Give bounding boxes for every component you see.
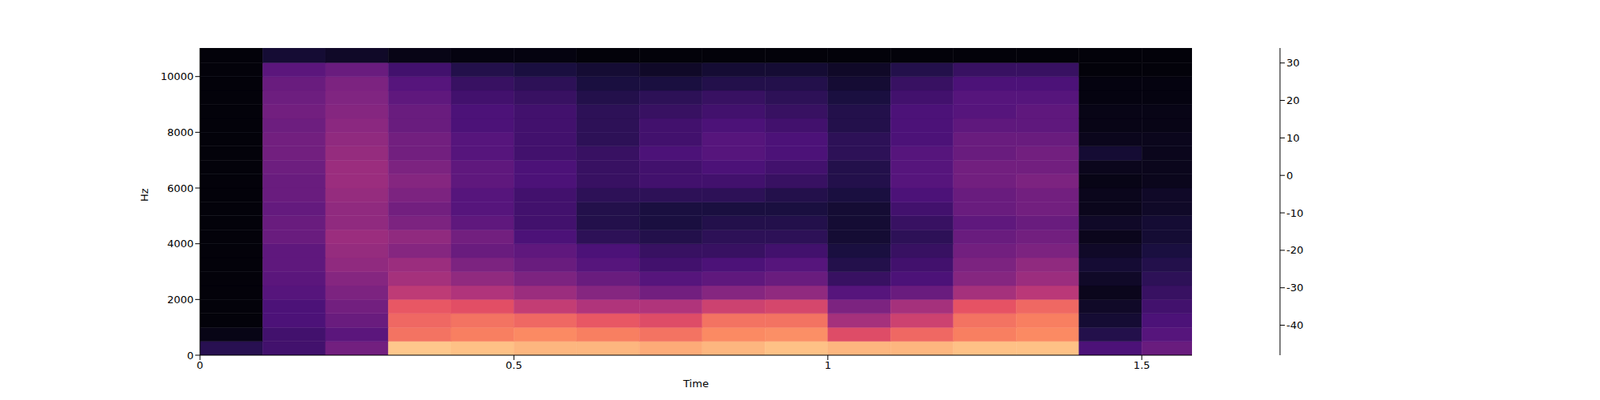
svg-text:Hz: Hz [138, 188, 151, 202]
svg-text:30: 30 [1286, 56, 1300, 69]
svg-text:2000: 2000 [167, 293, 194, 306]
svg-text:10000: 10000 [160, 70, 194, 83]
svg-text:1: 1 [824, 359, 832, 372]
svg-text:-40: -40 [1286, 319, 1304, 332]
svg-text:-30: -30 [1286, 281, 1304, 294]
svg-text:8000: 8000 [167, 126, 194, 139]
svg-text:6000: 6000 [167, 182, 194, 195]
svg-text:10: 10 [1286, 132, 1300, 144]
svg-text:0: 0 [187, 349, 194, 362]
svg-text:0: 0 [1286, 169, 1293, 182]
svg-text:-20: -20 [1286, 244, 1304, 256]
svg-text:Time: Time [682, 377, 709, 390]
svg-text:20: 20 [1286, 94, 1300, 107]
svg-text:-10: -10 [1286, 207, 1304, 220]
svg-text:1.5: 1.5 [1133, 359, 1151, 372]
svg-text:0: 0 [196, 359, 204, 372]
svg-text:4000: 4000 [167, 237, 194, 250]
svg-text:0.5: 0.5 [505, 359, 523, 372]
